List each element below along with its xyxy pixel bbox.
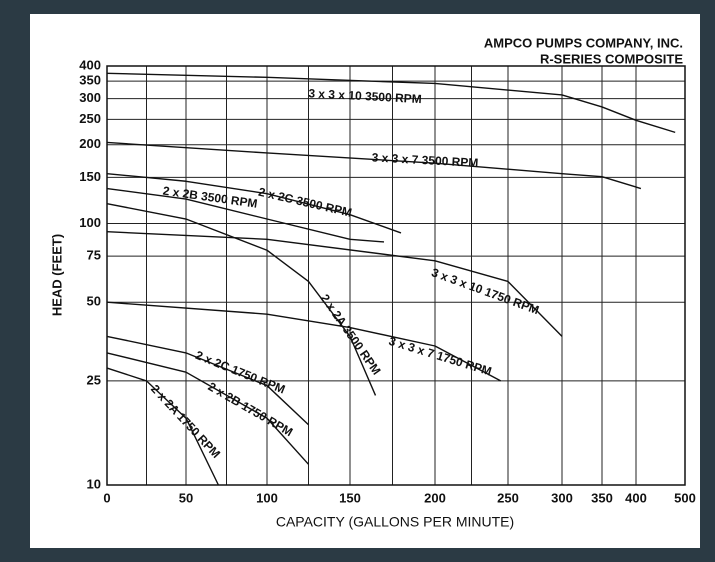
chart-subtitle: R-SERIES COMPOSITE bbox=[540, 51, 683, 66]
x-tick-label: 350 bbox=[591, 490, 613, 505]
x-tick-label: 400 bbox=[625, 490, 647, 505]
x-tick-label: 100 bbox=[256, 490, 278, 505]
y-tick-label: 300 bbox=[79, 90, 101, 105]
x-tick-label: 150 bbox=[339, 490, 361, 505]
x-tick-label: 200 bbox=[424, 490, 446, 505]
y-tick-label: 150 bbox=[79, 169, 101, 184]
x-tick-label: 0 bbox=[103, 490, 110, 505]
y-tick-label: 200 bbox=[79, 136, 101, 151]
x-tick-label: 50 bbox=[179, 490, 193, 505]
x-tick-label: 500 bbox=[674, 490, 696, 505]
y-tick-label: 50 bbox=[87, 294, 101, 309]
chart: AMPCO PUMPS COMPANY, INC. R-SERIES COMPO… bbox=[0, 0, 715, 562]
y-tick-label: 25 bbox=[87, 372, 101, 387]
x-tick-label: 250 bbox=[497, 490, 519, 505]
x-tick-label: 300 bbox=[551, 490, 573, 505]
y-axis-label: HEAD (FEET) bbox=[49, 234, 64, 316]
x-axis-label: CAPACITY (GALLONS PER MINUTE) bbox=[276, 514, 514, 530]
y-tick-label: 250 bbox=[79, 111, 101, 126]
y-tick-label: 350 bbox=[79, 73, 101, 88]
y-tick-label: 100 bbox=[79, 215, 101, 230]
y-tick-label: 75 bbox=[87, 248, 101, 263]
chart-title: AMPCO PUMPS COMPANY, INC. bbox=[484, 35, 683, 50]
y-tick-label: 400 bbox=[79, 57, 101, 72]
y-tick-label: 10 bbox=[87, 476, 101, 491]
